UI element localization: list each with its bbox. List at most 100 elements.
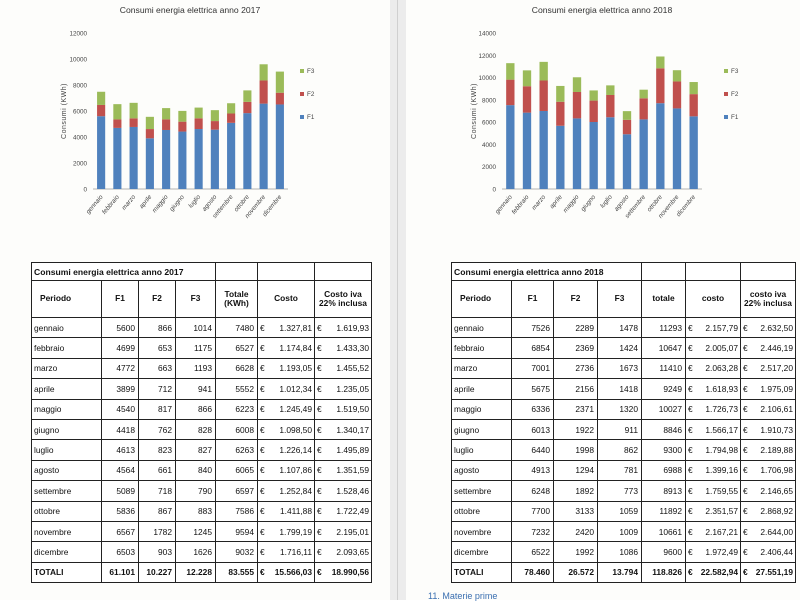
cell-f1: 4540 xyxy=(101,398,139,420)
cell-f2: 2289 xyxy=(553,316,598,339)
bar-f3-settembre xyxy=(639,89,648,99)
table-title: Consumi energia elettrica anno 2017 xyxy=(31,262,216,281)
money-value: 1.566,17 xyxy=(705,424,738,435)
cell-totale: 6223 xyxy=(215,398,258,420)
cell-periodo: luglio xyxy=(451,439,512,461)
cell-totale: 6527 xyxy=(215,337,258,359)
chart-2017-svg: Consumi energia elettrica anno 2017 Consu… xyxy=(61,5,315,220)
currency-symbol: € xyxy=(317,567,322,578)
currency-symbol: € xyxy=(260,363,265,374)
cell-f2: 663 xyxy=(138,357,176,380)
cell-costo: €2.063,28 xyxy=(685,357,741,380)
cell-f3: 1418 xyxy=(597,378,642,400)
x-tick-label: maggio xyxy=(151,193,170,214)
bar-f1-febbraio xyxy=(113,127,122,189)
cell-costo: €1.411,88 xyxy=(257,500,315,522)
table-row: dicembre 6522 1992 1086 9600 €1.972,49 €2.406,… xyxy=(451,541,796,563)
currency-symbol: € xyxy=(688,424,693,435)
money-value: 1.722,49 xyxy=(336,506,369,517)
bar-f3-febbraio xyxy=(522,70,532,87)
money-value: 2.157,79 xyxy=(705,322,738,333)
cell-totale: 5552 xyxy=(215,378,258,400)
cell-periodo: novembre xyxy=(451,520,512,543)
table-2017: Consumi energia elettrica anno 2017 Perio… xyxy=(31,262,372,584)
cell-total-iva: €18.990,56 xyxy=(314,561,372,584)
cell-costo: €1.012,34 xyxy=(257,378,315,400)
column-header: F2 xyxy=(138,280,176,318)
cell-totale: 9300 xyxy=(641,439,686,461)
cell-costo-iva: €2.644,00 xyxy=(740,520,796,543)
cell-periodo: gennaio xyxy=(451,316,512,339)
money-value: 1.433,30 xyxy=(336,343,369,354)
money-value: 2.644,00 xyxy=(760,526,793,537)
cell-costo-iva: €1.455,52 xyxy=(314,357,372,380)
currency-symbol: € xyxy=(317,363,322,374)
legend-label-f3: F3 xyxy=(731,68,739,75)
bar-f2-maggio xyxy=(162,119,171,130)
currency-symbol: € xyxy=(743,343,748,354)
cell-costo: €1.726,73 xyxy=(685,398,741,420)
cell-totale: 8913 xyxy=(641,480,686,502)
y-tick-label: 12000 xyxy=(478,53,496,60)
currency-symbol: € xyxy=(688,322,693,333)
cell-f3: 1086 xyxy=(597,541,642,563)
bar-f2-giugno xyxy=(178,121,187,132)
currency-symbol: € xyxy=(260,526,265,537)
table-row: febbraio 6854 2369 1424 10647 €2.005,07 €2.446… xyxy=(451,337,796,359)
x-tick-label: giugno xyxy=(580,193,598,212)
bar-f1-ottobre xyxy=(243,113,252,189)
cell-f1: 5600 xyxy=(101,316,139,339)
bar-f1-dicembre xyxy=(275,104,284,189)
bar-f3-ottobre xyxy=(656,56,665,69)
bar-f1-febbraio xyxy=(522,112,532,189)
currency-symbol: € xyxy=(260,322,265,333)
cell-f1: 4418 xyxy=(101,418,139,441)
money-value: 1.706,98 xyxy=(760,465,793,476)
bar-f2-novembre xyxy=(259,80,268,104)
bar-f3-luglio xyxy=(606,85,615,95)
cell-totale: 7480 xyxy=(215,316,258,339)
cell-periodo: novembre xyxy=(31,520,102,543)
cell-f2: 1294 xyxy=(553,459,598,482)
bar-f2-febbraio xyxy=(522,86,532,113)
currency-symbol: € xyxy=(688,363,693,374)
cell-f3: 1320 xyxy=(597,398,642,420)
money-value: 18.990,56 xyxy=(331,567,369,578)
currency-symbol: € xyxy=(317,424,322,435)
bar-f2-aprile xyxy=(145,129,154,139)
column-header: Periodo xyxy=(451,280,512,318)
cell-f3: 1193 xyxy=(175,357,216,380)
bar-f1-maggio xyxy=(572,118,582,189)
cell-periodo: giugno xyxy=(31,418,102,441)
cell-periodo: agosto xyxy=(451,459,512,482)
money-value: 1.411,88 xyxy=(280,506,312,517)
cell-f2: 823 xyxy=(138,439,176,461)
cell-costo-iva: €1.340,17 xyxy=(314,418,372,441)
money-value: 2.146,65 xyxy=(760,485,793,496)
cell-f1: 4564 xyxy=(101,459,139,482)
x-tick-label: luglio xyxy=(187,193,202,209)
currency-symbol: € xyxy=(260,343,265,354)
cell-costo: €1.098,50 xyxy=(257,418,315,441)
cell-f3: 1626 xyxy=(175,541,216,563)
cell-periodo: marzo xyxy=(451,357,512,380)
cell-periodo: gennaio xyxy=(31,316,102,339)
cell-costo-iva: €1.519,50 xyxy=(314,398,372,420)
cell-costo-iva: €2.189,88 xyxy=(740,439,796,461)
cell-periodo: febbraio xyxy=(451,337,512,359)
footer-section-link[interactable]: 11. Materie prime xyxy=(428,591,498,601)
cell-costo: €1.327,81 xyxy=(257,316,315,339)
money-value: 2.106,61 xyxy=(760,404,793,415)
document-page-right: Consumi energia elettrica anno 2018 Consu… xyxy=(406,0,800,600)
y-axis-label: Consumi (KWh) xyxy=(471,83,478,139)
cell-f2: 817 xyxy=(138,398,176,420)
cell-totale: 6628 xyxy=(215,357,258,380)
bar-f1-marzo xyxy=(539,110,548,189)
bar-f3-febbraio xyxy=(113,104,122,120)
y-tick-label: 0 xyxy=(492,187,496,194)
cell-f2: 1998 xyxy=(553,439,598,461)
cell-totale: 10661 xyxy=(641,520,686,543)
bar-f1-luglio xyxy=(606,117,615,189)
money-value: 1.340,17 xyxy=(336,424,369,435)
chart-title: Consumi energia elettrica anno 2017 xyxy=(120,5,261,15)
